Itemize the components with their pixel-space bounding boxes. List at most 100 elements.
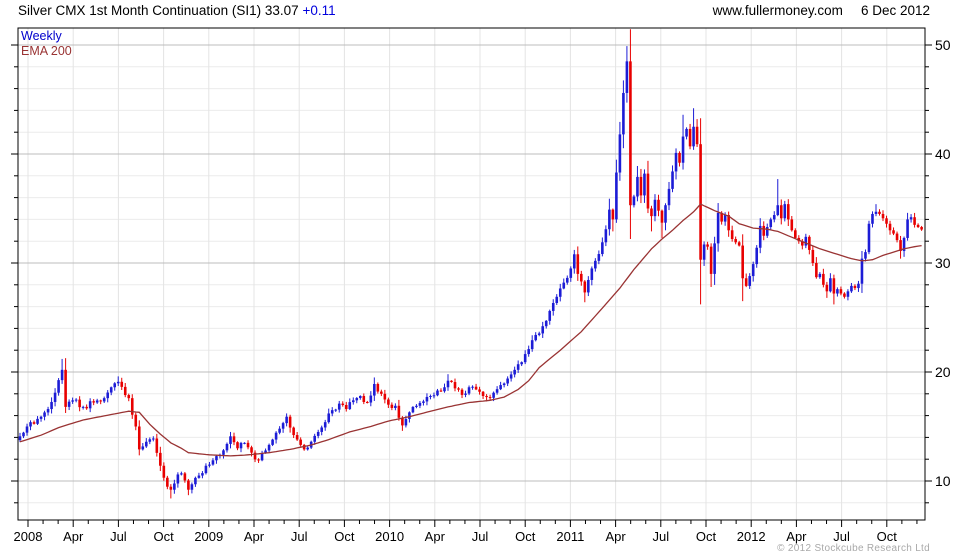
candle-down: [695, 126, 699, 145]
candle-up: [681, 136, 685, 163]
candle-up: [355, 398, 359, 401]
candle-down: [450, 380, 453, 383]
candle-up: [36, 418, 39, 424]
candle-up: [520, 362, 523, 365]
candle-up: [229, 436, 232, 444]
candle-up: [671, 171, 674, 189]
candle-up: [306, 447, 309, 450]
candle-up: [758, 225, 762, 248]
website-link[interactable]: www.fullermoney.com: [712, 3, 843, 18]
candle-down: [885, 218, 888, 224]
candle-up: [495, 389, 499, 393]
candle-up: [857, 283, 860, 289]
candle-up: [818, 273, 822, 278]
candle-up: [471, 386, 474, 388]
candle-down: [660, 210, 664, 223]
candle-up: [765, 227, 769, 236]
candle-up: [201, 473, 204, 476]
candle-up: [173, 483, 176, 490]
candle-down: [292, 427, 295, 436]
candle-down: [762, 225, 766, 236]
candle-up: [190, 484, 194, 490]
candle-up: [716, 212, 720, 244]
candle-down: [439, 390, 443, 392]
instrument-title: Silver CMX 1st Month Continuation (SI1): [18, 3, 262, 18]
candle-up: [590, 268, 594, 280]
x-axis-label: Oct: [153, 529, 174, 544]
candle-up: [46, 409, 50, 413]
candle-up: [211, 460, 215, 465]
candle-up: [264, 450, 267, 454]
candle-up: [418, 402, 422, 406]
candle-up: [653, 199, 657, 217]
candle-up: [225, 443, 229, 451]
candle-down: [453, 382, 457, 389]
candle-down: [811, 249, 815, 263]
candle-up: [632, 196, 636, 206]
x-axis-label: Jul: [291, 529, 308, 544]
candle-down: [390, 404, 394, 408]
candle-up: [271, 439, 274, 445]
candle-up: [29, 422, 32, 427]
candle-down: [913, 217, 916, 225]
candle-up: [636, 176, 639, 197]
candle-down: [822, 273, 825, 285]
candle-up: [180, 473, 183, 475]
candle-down: [843, 293, 846, 297]
candle-down: [376, 383, 380, 392]
candle-up: [109, 387, 113, 393]
candle-down: [134, 414, 138, 427]
candle-down: [166, 477, 169, 487]
candle-up: [320, 427, 324, 432]
candle-down: [92, 401, 95, 403]
x-axis-label: Jul: [110, 529, 127, 544]
candle-down: [786, 204, 790, 220]
candle-up: [334, 409, 338, 411]
candle-up: [337, 403, 341, 410]
candle-up: [604, 229, 608, 243]
x-axis-label: Apr: [244, 529, 265, 544]
x-axis-label: 2011: [556, 529, 584, 544]
y-axis-label: 30: [935, 255, 951, 271]
candle-up: [267, 444, 271, 451]
candle-up: [509, 374, 513, 379]
candle-up: [411, 406, 415, 413]
candle-down: [253, 452, 257, 460]
candle-up: [152, 438, 155, 440]
candle-up: [415, 405, 418, 407]
candle-down: [250, 447, 253, 453]
candle-up: [95, 400, 99, 403]
candle-up: [57, 380, 60, 393]
candle-down: [85, 406, 88, 409]
y-axis-label: 50: [935, 37, 951, 53]
candle-up: [534, 334, 538, 341]
candle-down: [709, 246, 713, 274]
candle-up: [116, 381, 120, 384]
candle-down: [127, 395, 131, 399]
candle-up: [176, 474, 180, 484]
candle-up: [541, 326, 545, 334]
candle-down: [629, 61, 632, 206]
candle-up: [597, 254, 601, 261]
candle-up: [197, 475, 201, 478]
candle-down: [130, 398, 134, 415]
candle-up: [769, 219, 773, 228]
candle-up: [43, 412, 46, 417]
candle-down: [488, 397, 492, 399]
candle-up: [530, 340, 534, 350]
candle-up: [755, 247, 759, 265]
candle-up: [22, 432, 25, 437]
candle-down: [299, 439, 302, 445]
candle-up: [829, 278, 832, 292]
candle-up: [783, 204, 787, 219]
candle-up: [551, 302, 555, 311]
candle-up: [436, 390, 439, 396]
candle-up: [544, 320, 548, 327]
candle-up: [492, 392, 495, 398]
candle-up: [394, 405, 397, 408]
candle-up: [850, 285, 853, 292]
candle-up: [50, 401, 53, 410]
candle-down: [920, 227, 923, 230]
x-axis-label: 2012: [737, 529, 766, 544]
candle-down: [727, 215, 730, 231]
